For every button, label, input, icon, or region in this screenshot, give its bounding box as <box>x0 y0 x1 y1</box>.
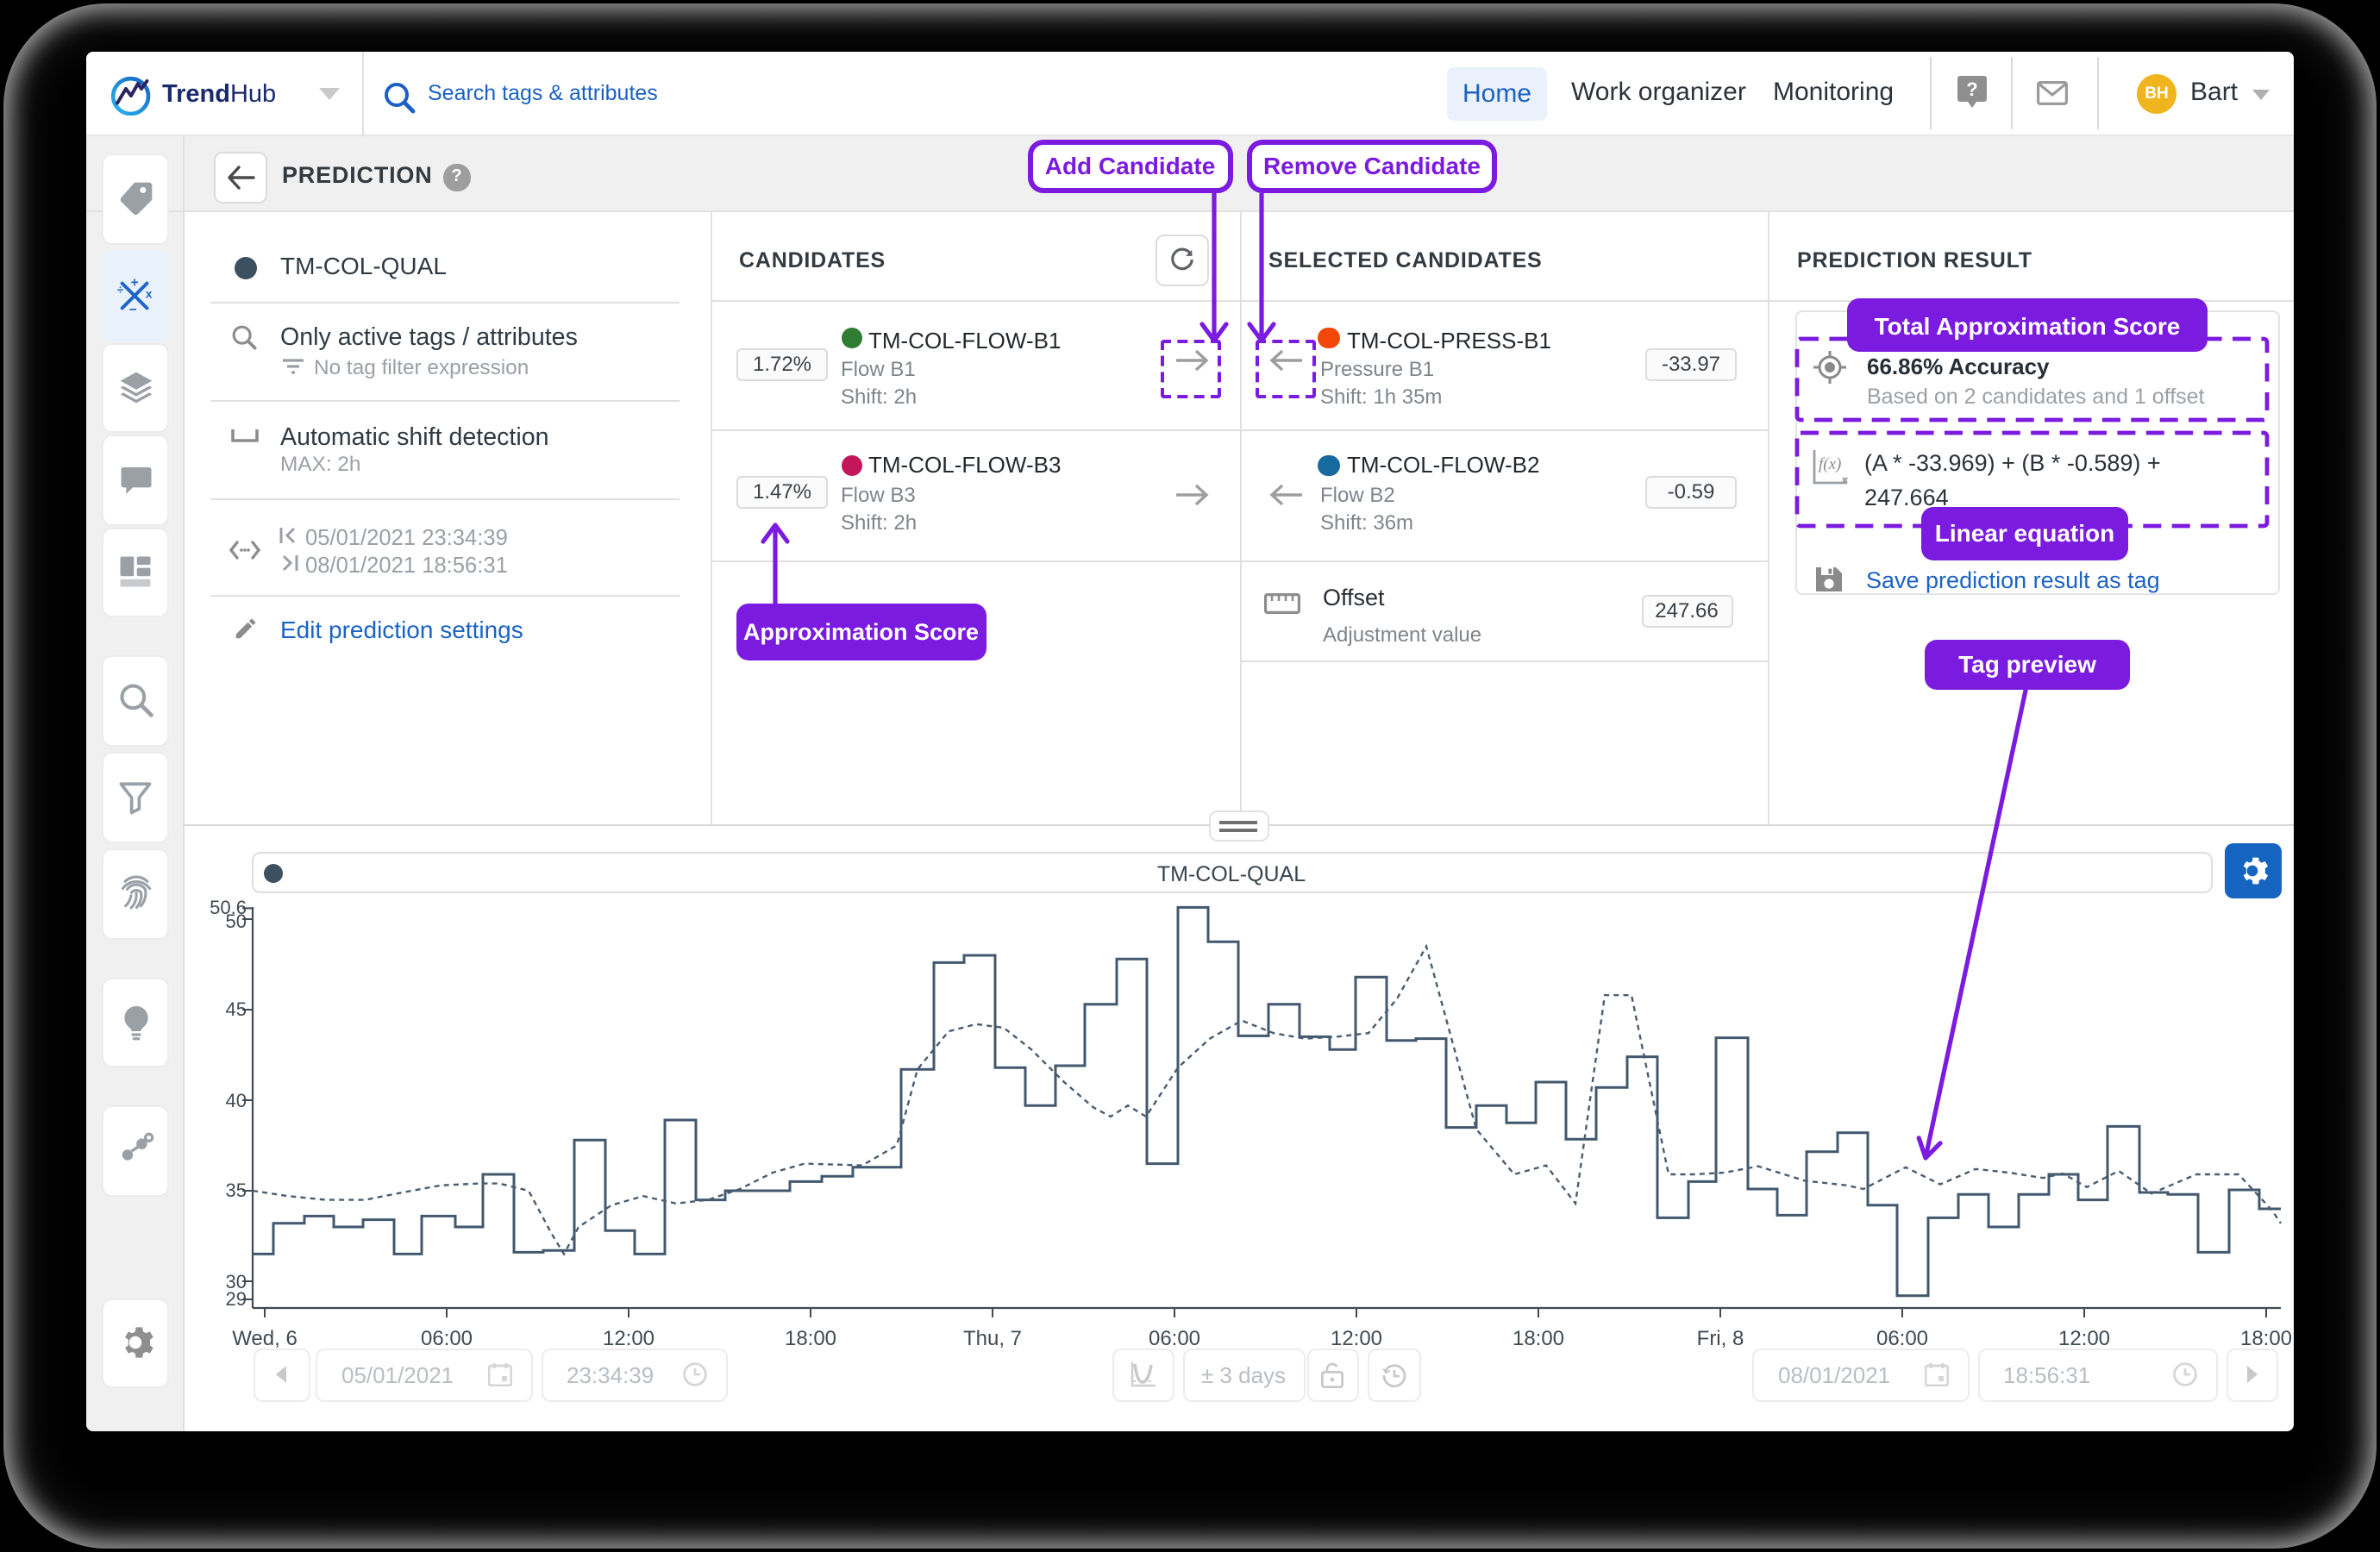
svg-text:+: + <box>131 276 139 290</box>
svg-text:÷: ÷ <box>117 283 124 296</box>
svg-text:−: − <box>129 303 137 316</box>
svg-text:x: x <box>146 287 153 300</box>
svg-text:f(x): f(x) <box>1819 455 1841 473</box>
svg-text:?: ? <box>1966 78 1977 100</box>
